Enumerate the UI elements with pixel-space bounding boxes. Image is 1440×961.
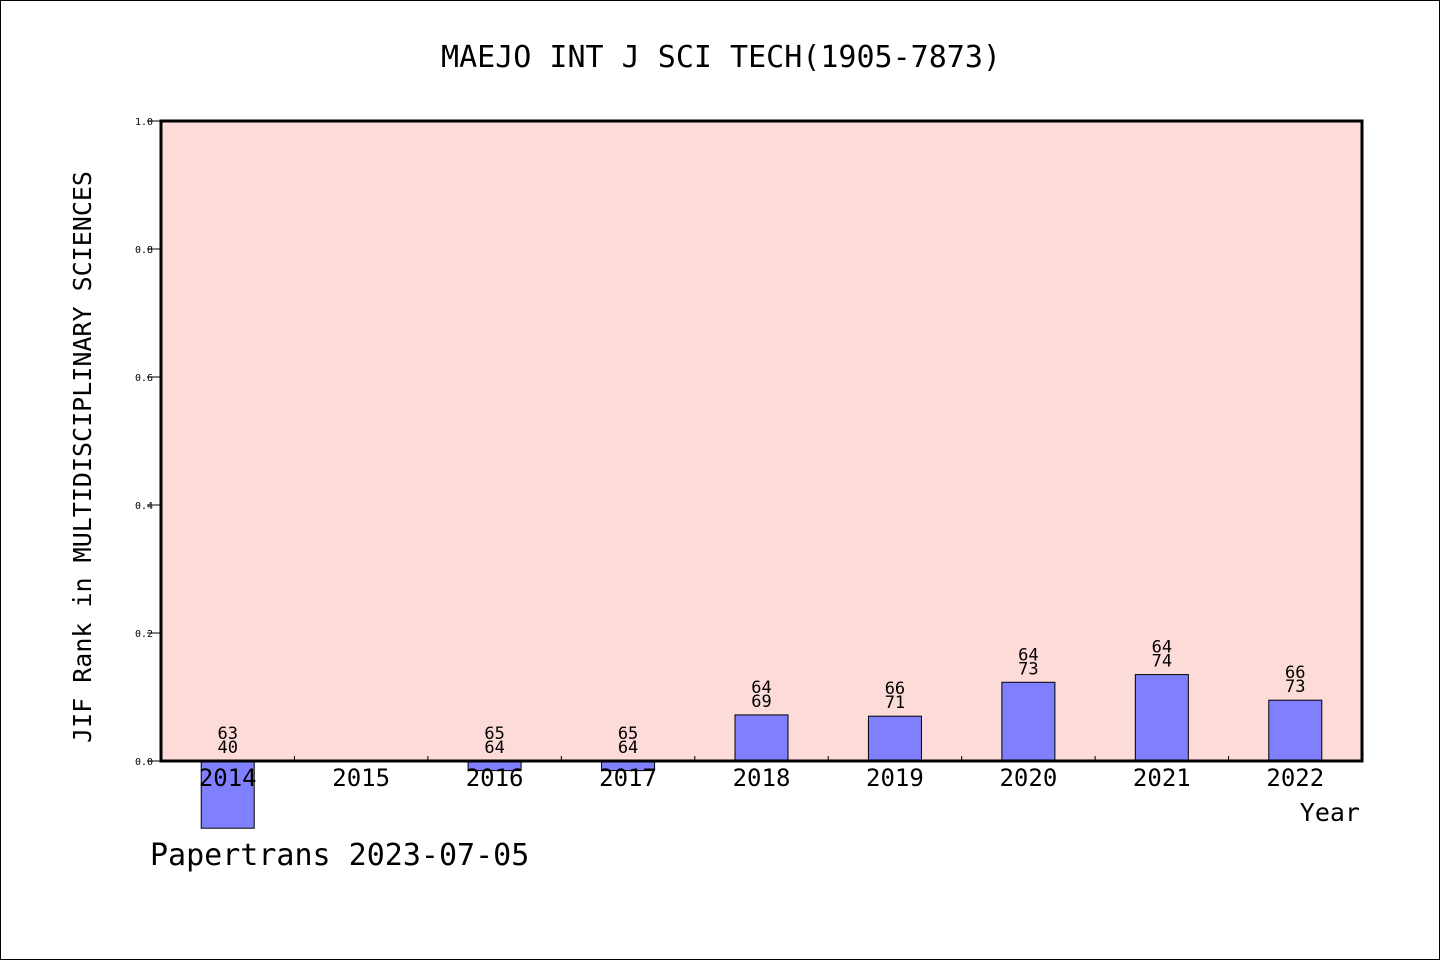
x-tick-label: 2020 [999,764,1057,792]
bar [867,715,922,762]
data-label: 71 [885,693,905,713]
data-label: 73 [1285,677,1305,697]
data-label: 74 [1152,652,1172,672]
footer-text: Papertrans 2023-07-05 [150,838,529,873]
data-label: 64 [484,738,504,758]
data-label: 65 [484,724,504,744]
data-label: 66 [885,679,905,699]
bar [1134,674,1189,762]
y-tick-label: 0.2 [135,629,153,640]
data-label: 63 [217,724,237,744]
data-label: 73 [1018,659,1038,679]
x-tick-label: 2017 [599,764,657,792]
y-axis-label: JIF Rank in MULTIDISCIPLINARY SCIENCES [68,171,97,743]
y-tick-label: 0.4 [135,501,153,512]
data-label: 64 [1152,638,1172,658]
x-tick-label: 2018 [733,764,791,792]
bar [734,714,789,762]
x-tick-label: 2016 [466,764,524,792]
data-label: 65 [618,724,638,744]
plot-area [161,121,1362,761]
y-tick-label: 0.8 [135,245,153,256]
y-tick-label: 0.0 [135,757,153,768]
x-tick-label: 2022 [1266,764,1324,792]
x-axis: 2014 2015 2016 2017 2018 2019 2020 2021 2022 [199,756,1324,792]
x-tick-label: 2019 [866,764,924,792]
bar-group [200,674,1323,829]
data-label: 69 [751,692,771,712]
x-axis-label: Year [1300,798,1360,827]
bar [200,760,255,829]
x-tick-label: 2015 [332,764,390,792]
x-tick-label: 2021 [1133,764,1191,792]
y-axis: 0.0 0.2 0.4 0.6 0.8 1.0 [135,117,161,768]
data-label: 40 [217,738,237,758]
bar [1268,699,1323,762]
y-tick-label: 0.6 [135,373,153,384]
plot-border [159,119,1364,763]
chart-title: MAEJO INT J SCI TECH(1905-7873) [441,40,1001,75]
data-label: 66 [1285,663,1305,683]
bar [1001,681,1056,762]
data-label: 64 [1018,645,1038,665]
x-tick-label: 2014 [199,764,257,792]
data-label: 64 [751,678,771,698]
y-tick-label: 1.0 [135,117,153,128]
data-label: 64 [618,738,638,758]
